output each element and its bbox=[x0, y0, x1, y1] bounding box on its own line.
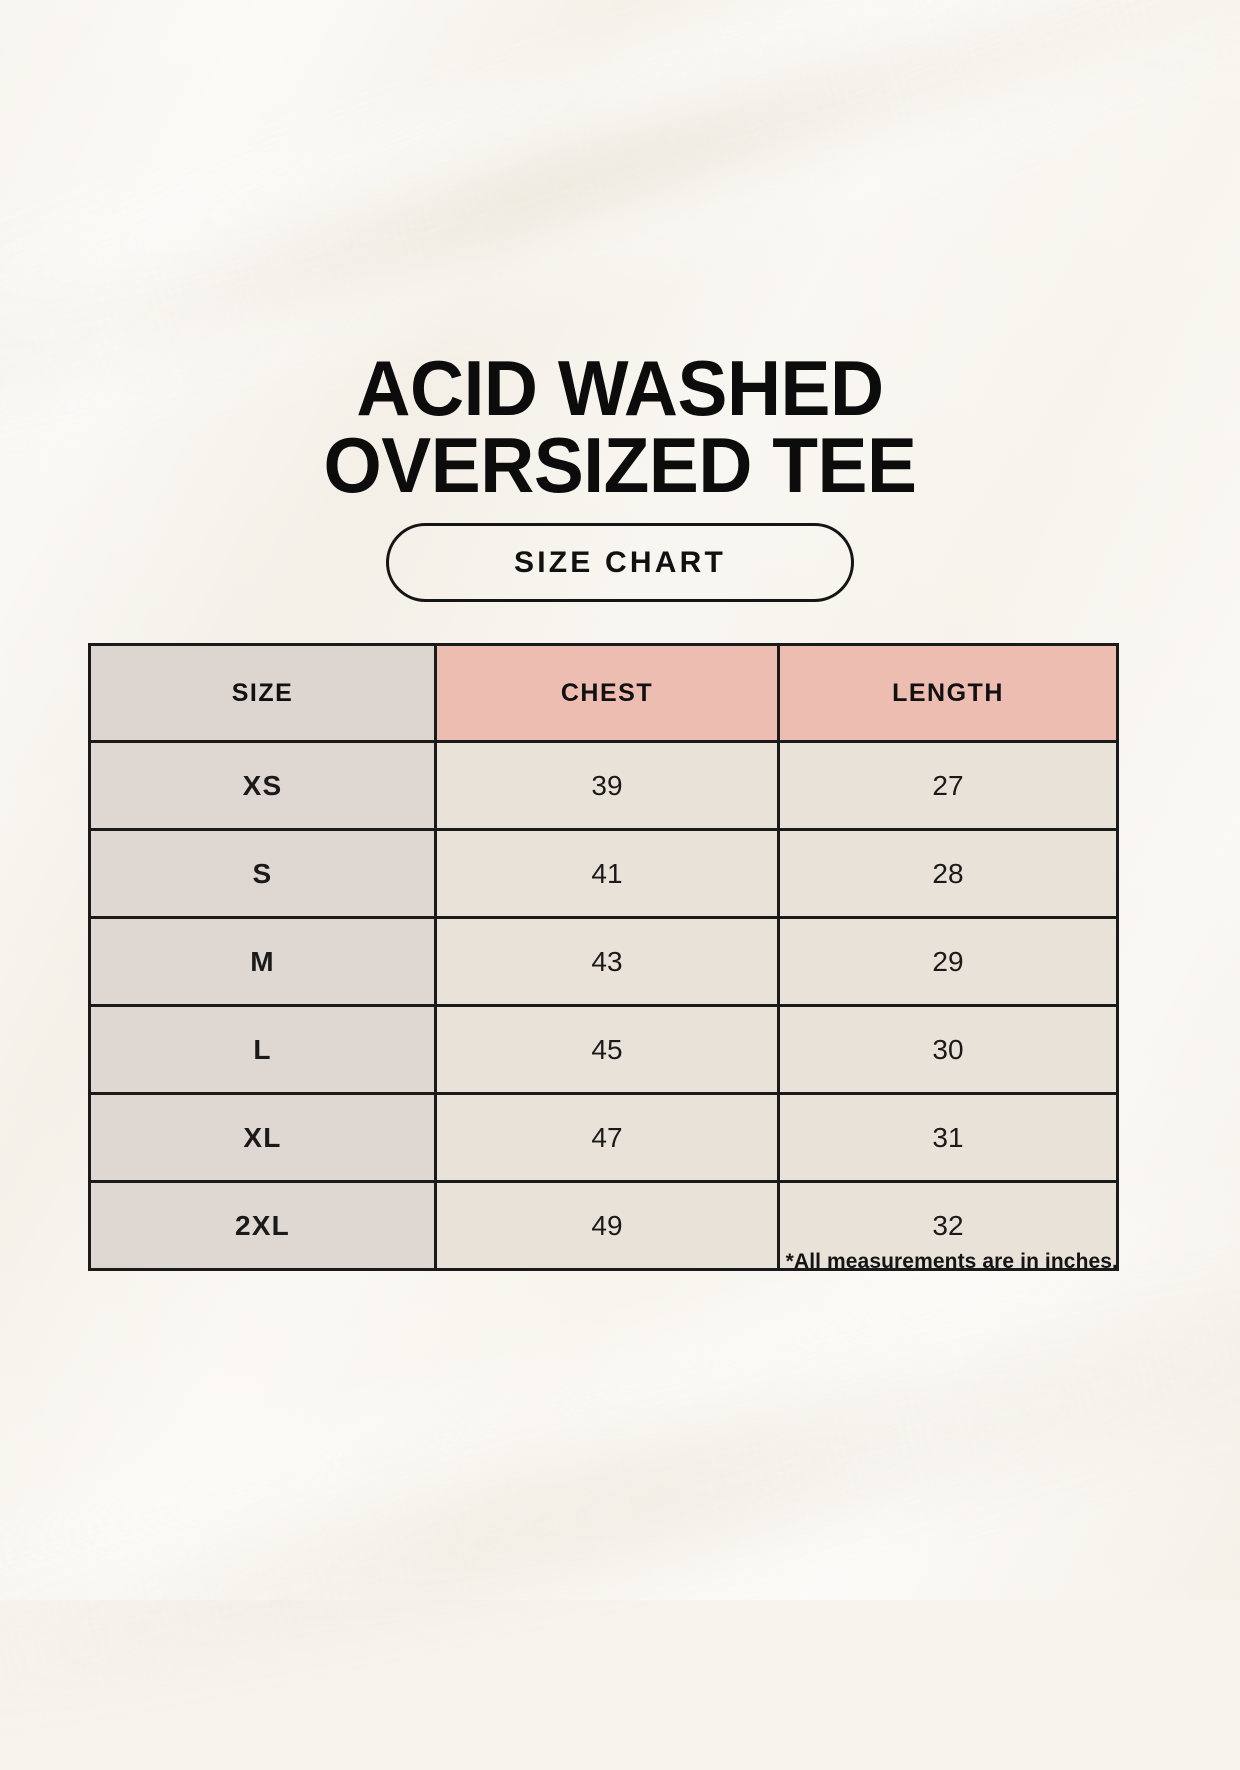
cell-size: L bbox=[88, 1004, 437, 1095]
cell-size: S bbox=[88, 828, 437, 919]
table-row: L 45 30 bbox=[88, 1004, 1119, 1095]
cell-chest: 41 bbox=[434, 828, 780, 919]
table-header-row: SIZE CHEST LENGTH bbox=[88, 643, 1119, 743]
table-row: S 41 28 bbox=[88, 828, 1119, 919]
cell-length: 28 bbox=[777, 828, 1119, 919]
cell-chest: 49 bbox=[434, 1180, 780, 1271]
table-row: XS 39 27 bbox=[88, 740, 1119, 831]
size-chart-badge-container: SIZE CHART bbox=[0, 523, 1240, 602]
column-header-chest: CHEST bbox=[434, 643, 780, 743]
page-title-line-2: OVERSIZED TEE bbox=[323, 420, 917, 509]
cell-size: 2XL bbox=[88, 1180, 437, 1271]
size-chart-table: SIZE CHEST LENGTH XS 39 27 S 41 28 M bbox=[88, 643, 1119, 1271]
cell-size: XL bbox=[88, 1092, 437, 1183]
table-body: XS 39 27 S 41 28 M 43 29 L 45 30 bbox=[88, 740, 1119, 1271]
cell-size: XS bbox=[88, 740, 437, 831]
cell-length: 30 bbox=[777, 1004, 1119, 1095]
table-row: M 43 29 bbox=[88, 916, 1119, 1007]
table-header: SIZE CHEST LENGTH bbox=[88, 643, 1119, 743]
page-title: ACID WASHED OVERSIZED TEE bbox=[25, 344, 1215, 509]
measurement-units-note: *All measurements are in inches. bbox=[785, 1250, 1118, 1273]
table-row: 2XL 49 32 bbox=[88, 1180, 1119, 1271]
background-shade bbox=[0, 1230, 1240, 1770]
column-header-size: SIZE bbox=[88, 643, 437, 743]
cell-chest: 47 bbox=[434, 1092, 780, 1183]
size-chart-table-container: SIZE CHEST LENGTH XS 39 27 S 41 28 M bbox=[88, 643, 1119, 1271]
cell-chest: 45 bbox=[434, 1004, 780, 1095]
column-header-length: LENGTH bbox=[777, 643, 1119, 743]
cell-chest: 43 bbox=[434, 916, 780, 1007]
background-light-streak bbox=[0, 0, 1240, 377]
cell-length: 31 bbox=[777, 1092, 1119, 1183]
cell-chest: 39 bbox=[434, 740, 780, 831]
cell-length: 29 bbox=[777, 916, 1119, 1007]
cell-size: M bbox=[88, 916, 437, 1007]
size-chart-badge: SIZE CHART bbox=[386, 523, 854, 602]
page-title-line-1: ACID WASHED bbox=[356, 344, 884, 433]
table-row: XL 47 31 bbox=[88, 1092, 1119, 1183]
cell-length: 32 bbox=[777, 1180, 1119, 1271]
cell-length: 27 bbox=[777, 740, 1119, 831]
